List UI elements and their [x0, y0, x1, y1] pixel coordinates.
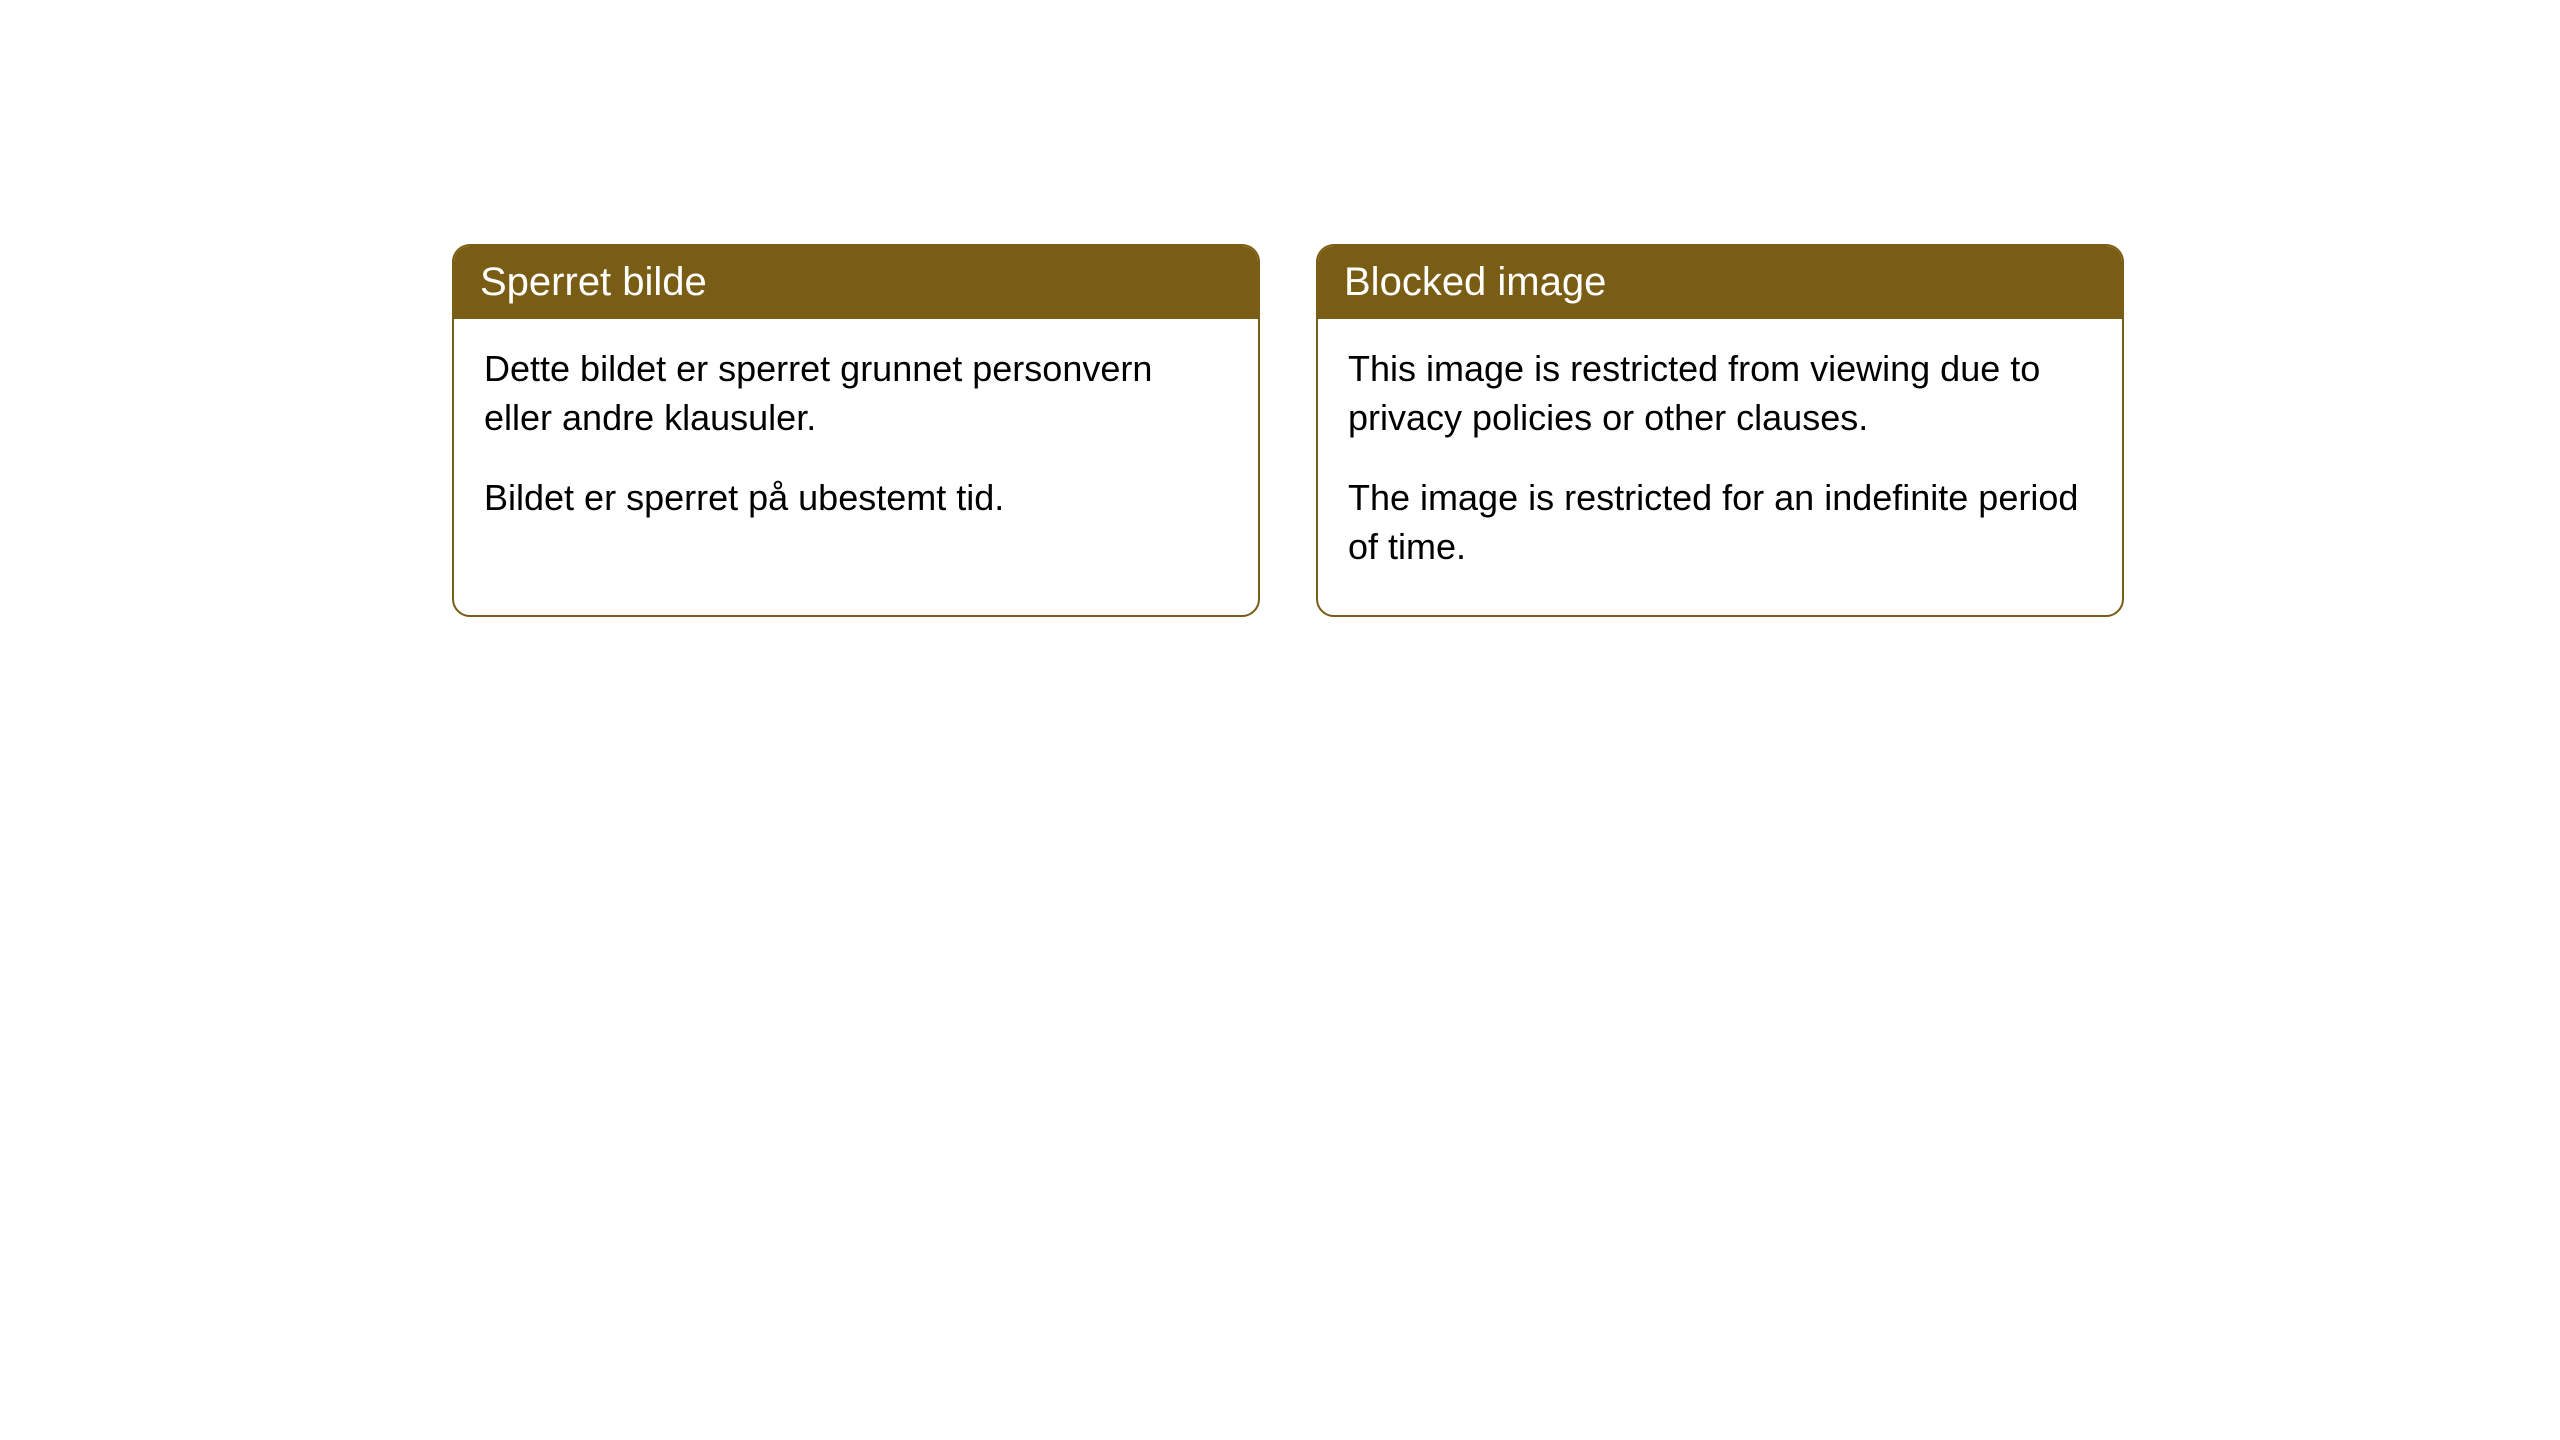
card-body-no: Dette bildet er sperret grunnet personve…: [454, 319, 1258, 567]
card-paragraph2-no: Bildet er sperret på ubestemt tid.: [484, 474, 1228, 523]
card-paragraph1-en: This image is restricted from viewing du…: [1348, 345, 2092, 442]
blocked-image-card-no: Sperret bilde Dette bildet er sperret gr…: [452, 244, 1260, 617]
card-paragraph1-no: Dette bildet er sperret grunnet personve…: [484, 345, 1228, 442]
card-title-en: Blocked image: [1344, 260, 1606, 304]
card-body-en: This image is restricted from viewing du…: [1318, 319, 2122, 615]
card-title-no: Sperret bilde: [480, 260, 707, 304]
card-header-en: Blocked image: [1318, 246, 2122, 319]
notice-cards-container: Sperret bilde Dette bildet er sperret gr…: [452, 244, 2124, 617]
card-header-no: Sperret bilde: [454, 246, 1258, 319]
blocked-image-card-en: Blocked image This image is restricted f…: [1316, 244, 2124, 617]
card-paragraph2-en: The image is restricted for an indefinit…: [1348, 474, 2092, 571]
